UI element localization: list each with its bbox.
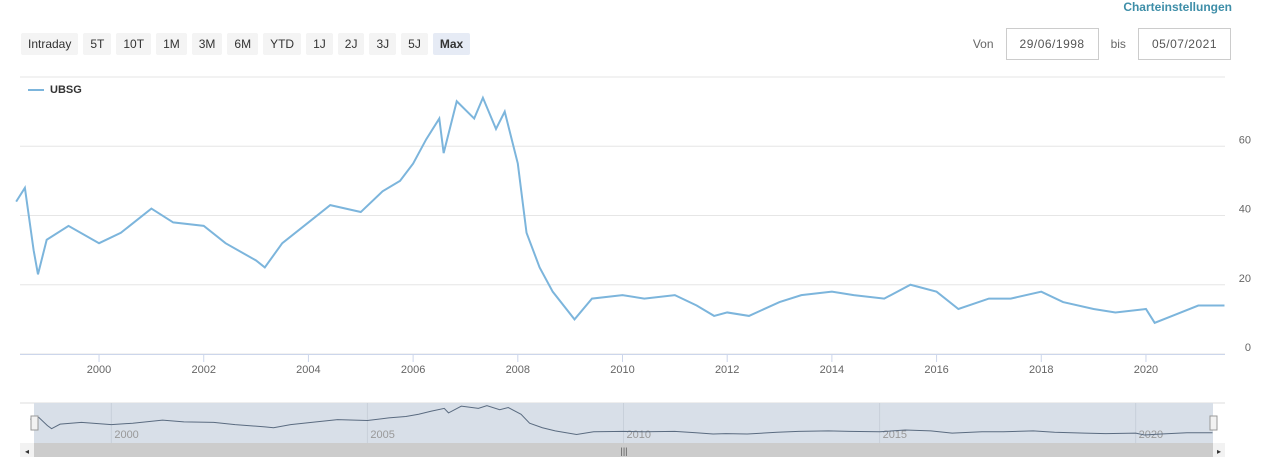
chart-settings-link[interactable]: Charteinstellungen (1123, 0, 1232, 14)
from-label: Von (972, 37, 994, 51)
navigator-tick-label: 2015 (883, 429, 907, 441)
range-button-5j[interactable]: 5J (401, 33, 428, 55)
x-tick-label: 2012 (715, 364, 739, 376)
legend-label: UBSG (50, 84, 82, 96)
y-tick-label: 0 (1245, 342, 1251, 354)
range-button-3m[interactable]: 3M (191, 33, 223, 55)
range-button-2j[interactable]: 2J (337, 33, 365, 55)
x-tick-label: 2002 (191, 364, 215, 376)
y-tick-label: 20 (1239, 273, 1251, 285)
range-button-6m[interactable]: 6M (227, 33, 259, 55)
range-button-1m[interactable]: 1M (156, 33, 187, 55)
x-tick-label: 2010 (610, 364, 634, 376)
range-button-max[interactable]: Max (432, 33, 471, 55)
range-button-ytd[interactable]: YTD (263, 33, 302, 55)
x-tick-label: 2008 (506, 364, 530, 376)
scrollbar-thumb[interactable] (34, 443, 1213, 457)
to-date-input[interactable]: 05/07/2021 (1137, 28, 1231, 60)
navigator-handle-right[interactable] (1209, 415, 1218, 431)
range-button-10t[interactable]: 10T (116, 33, 152, 55)
x-tick-label: 2006 (401, 364, 425, 376)
x-tick-label: 2018 (1029, 364, 1053, 376)
range-selector: Intraday 5T 10T 1M 3M 6M YTD 1J 2J 3J 5J Max (21, 33, 471, 55)
to-label: bis (1110, 37, 1126, 51)
legend-line-icon (28, 89, 44, 91)
navigator-series (30, 405, 1213, 436)
x-tick-label: 2000 (87, 364, 111, 376)
navigator-tick-label: 2000 (114, 429, 138, 441)
navigator-tick-label: 2010 (627, 429, 651, 441)
x-tick-label: 2004 (296, 364, 320, 376)
navigator-tick-label: 2005 (370, 429, 394, 441)
scrollbar-grip-icon: ||| (620, 446, 627, 456)
scroll-left-icon[interactable]: ◂ (25, 447, 29, 456)
range-button-1j[interactable]: 1J (306, 33, 333, 55)
scroll-right-icon[interactable]: ▸ (1217, 447, 1221, 456)
date-range: Von 29/06/1998 bis 05/07/2021 (973, 28, 1231, 60)
x-tick-label: 2020 (1134, 364, 1158, 376)
range-button-3j[interactable]: 3J (369, 33, 397, 55)
legend-item[interactable]: UBSG (28, 84, 82, 96)
range-button-intraday[interactable]: Intraday (21, 33, 79, 55)
x-tick-label: 2016 (924, 364, 948, 376)
series-line-ubsg[interactable] (15, 95, 1225, 325)
y-tick-label: 60 (1239, 134, 1251, 146)
range-button-5t[interactable]: 5T (83, 33, 112, 55)
from-date-input[interactable]: 29/06/1998 (1005, 28, 1099, 60)
x-tick-label: 2014 (820, 364, 844, 376)
y-tick-label: 40 (1239, 204, 1251, 216)
navigator-handle-left[interactable] (30, 415, 39, 431)
